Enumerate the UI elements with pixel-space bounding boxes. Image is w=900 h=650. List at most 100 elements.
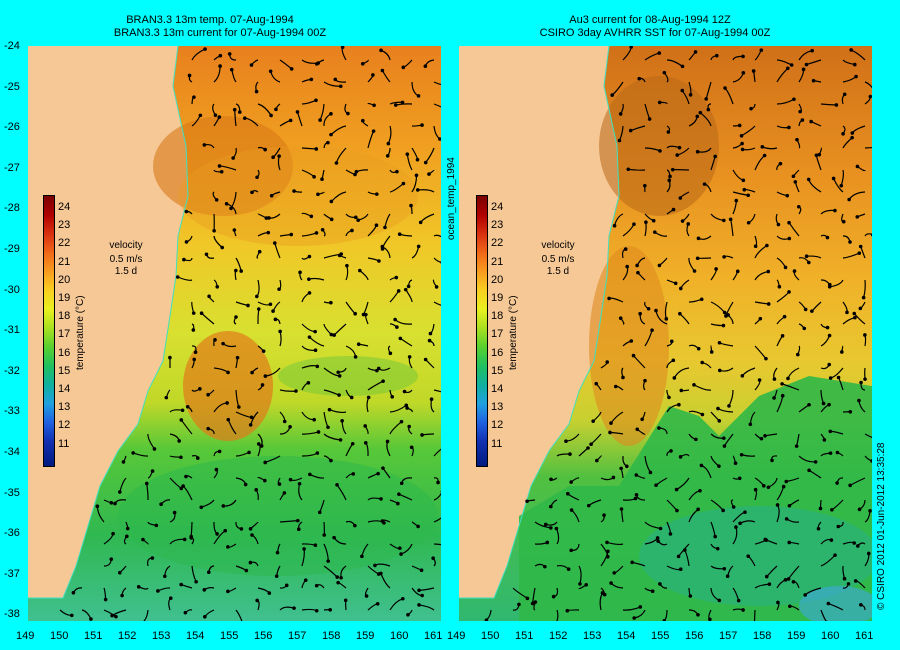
left-current-arrow-head <box>420 433 424 437</box>
right-current-arrow-head <box>772 377 777 381</box>
left-current-arrow-head <box>337 374 342 378</box>
right-current-arrow-head <box>657 51 662 55</box>
right-current-arrow-head <box>630 560 634 565</box>
right-current-arrow <box>741 125 756 137</box>
right-current-arrow <box>864 433 872 439</box>
left-current-arrow-head <box>255 598 259 603</box>
right-current-arrow-head <box>696 236 701 241</box>
right-current-arrow-head <box>740 147 745 152</box>
left-current-arrow-head <box>227 52 232 56</box>
right-current-arrow-head <box>835 450 840 455</box>
right-current-arrow-head <box>746 220 751 225</box>
left-current-arrow-head <box>289 67 294 71</box>
left-colorbar-tick: 17 <box>58 328 71 341</box>
right-current-arrow-head <box>737 476 742 481</box>
right-current-arrow-head <box>722 218 726 223</box>
right-colorbar-tick: 17 <box>491 328 504 341</box>
right-current-arrow-head <box>618 112 623 116</box>
left-current-arrow-head <box>204 252 209 257</box>
left-current-arrow-head <box>187 73 192 78</box>
left-current-arrow-head <box>403 287 408 292</box>
left-current-arrow-head <box>409 445 414 450</box>
left-current-arrow-head <box>212 228 216 233</box>
right-current-arrow-head <box>702 182 707 186</box>
right-current-arrow-head <box>781 484 786 489</box>
left-current-arrow-head <box>335 575 340 579</box>
left-current-arrow-head <box>407 424 411 429</box>
right-current-arrow-head <box>549 504 553 509</box>
right-current-arrow-head <box>803 307 808 312</box>
left-lon-label: 154 <box>186 630 205 642</box>
right-current-arrow-head <box>696 612 700 617</box>
left-current-arrow-head <box>363 424 367 428</box>
right-current-arrow-head <box>807 468 811 473</box>
left-current-arrow-head <box>254 488 259 492</box>
left-current-arrow-head <box>249 63 254 67</box>
left-current-arrow-head <box>202 143 207 147</box>
left-current-arrow-head <box>263 374 268 378</box>
left-current-arrow-head <box>434 285 439 289</box>
right-current-arrow-head <box>713 534 717 539</box>
left-current-arrow-head <box>314 147 319 151</box>
left-current-arrow-head <box>217 164 222 168</box>
left-current-arrow-head <box>243 482 248 487</box>
right-current-arrow-head <box>692 383 696 387</box>
left-current-arrow <box>433 103 441 108</box>
right-current-arrow-head <box>810 309 814 313</box>
left-current-arrow-head <box>248 526 253 531</box>
right-current-arrow-head <box>840 350 844 354</box>
left-current-arrow-head <box>314 608 319 613</box>
right-colorbar-tick: 18 <box>491 310 504 323</box>
right-current-arrow-head <box>848 483 852 488</box>
left-current-arrow-head <box>361 118 365 123</box>
left-current-arrow-head <box>351 472 356 476</box>
right-current-arrow-head <box>859 380 863 385</box>
right-current-arrow-head <box>673 281 678 286</box>
right-current-arrow-head <box>618 316 623 321</box>
right-current-arrow-head <box>803 593 807 597</box>
right-current-arrow-head <box>856 544 860 548</box>
left-current-arrow-head <box>322 533 327 537</box>
left-current-arrow-head <box>401 65 406 70</box>
right-current-arrow-head <box>833 208 837 213</box>
right-current-arrow-head <box>699 463 704 468</box>
right-current-arrow-head <box>787 236 792 241</box>
right-current-arrow-head <box>669 339 674 344</box>
left-current-arrow-head <box>257 249 262 254</box>
left-current-arrow-head <box>364 594 369 598</box>
left-current-arrow-head <box>214 467 219 472</box>
left-current-arrow-head <box>217 115 222 119</box>
left-current-arrow-head <box>182 537 187 542</box>
right-current-arrow-head <box>670 167 675 172</box>
left-current-arrow-head <box>141 537 145 542</box>
left-current-arrow-head <box>120 593 124 598</box>
left-current-arrow-head <box>420 593 424 598</box>
left-current-arrow-head <box>284 583 289 588</box>
right-current-arrow-head <box>740 141 744 146</box>
right-current-arrow-head <box>714 53 719 58</box>
left-current-arrow-head <box>125 526 130 531</box>
right-current-arrow-head <box>644 220 648 225</box>
right-current-arrow-head <box>621 375 625 380</box>
left-current-arrow-head <box>114 614 118 619</box>
left-current-arrow-head <box>308 472 312 477</box>
left-current-arrow-head <box>406 612 410 617</box>
right-lon-label: 152 <box>549 630 568 642</box>
right-current-arrow-head <box>792 97 796 102</box>
left-current-arrow-head <box>239 269 243 273</box>
left-current-arrow-head <box>334 161 339 165</box>
left-current-arrow-head <box>121 460 126 464</box>
left-current-arrow-head <box>199 505 204 510</box>
right-current-arrow <box>666 59 683 67</box>
left-current-arrow-head <box>338 84 343 89</box>
left-current-arrow <box>433 301 441 306</box>
left-map-panel <box>28 46 441 621</box>
left-colorbar-tick: 12 <box>58 419 71 432</box>
right-current-arrow <box>644 521 661 530</box>
right-current-arrow-head <box>753 487 758 492</box>
left-current-arrow-head <box>163 574 167 579</box>
right-current-arrow-head <box>746 554 751 558</box>
left-current-arrow-head <box>379 571 383 576</box>
left-current-arrow-head <box>274 574 279 578</box>
right-current-arrow-head <box>741 178 746 183</box>
